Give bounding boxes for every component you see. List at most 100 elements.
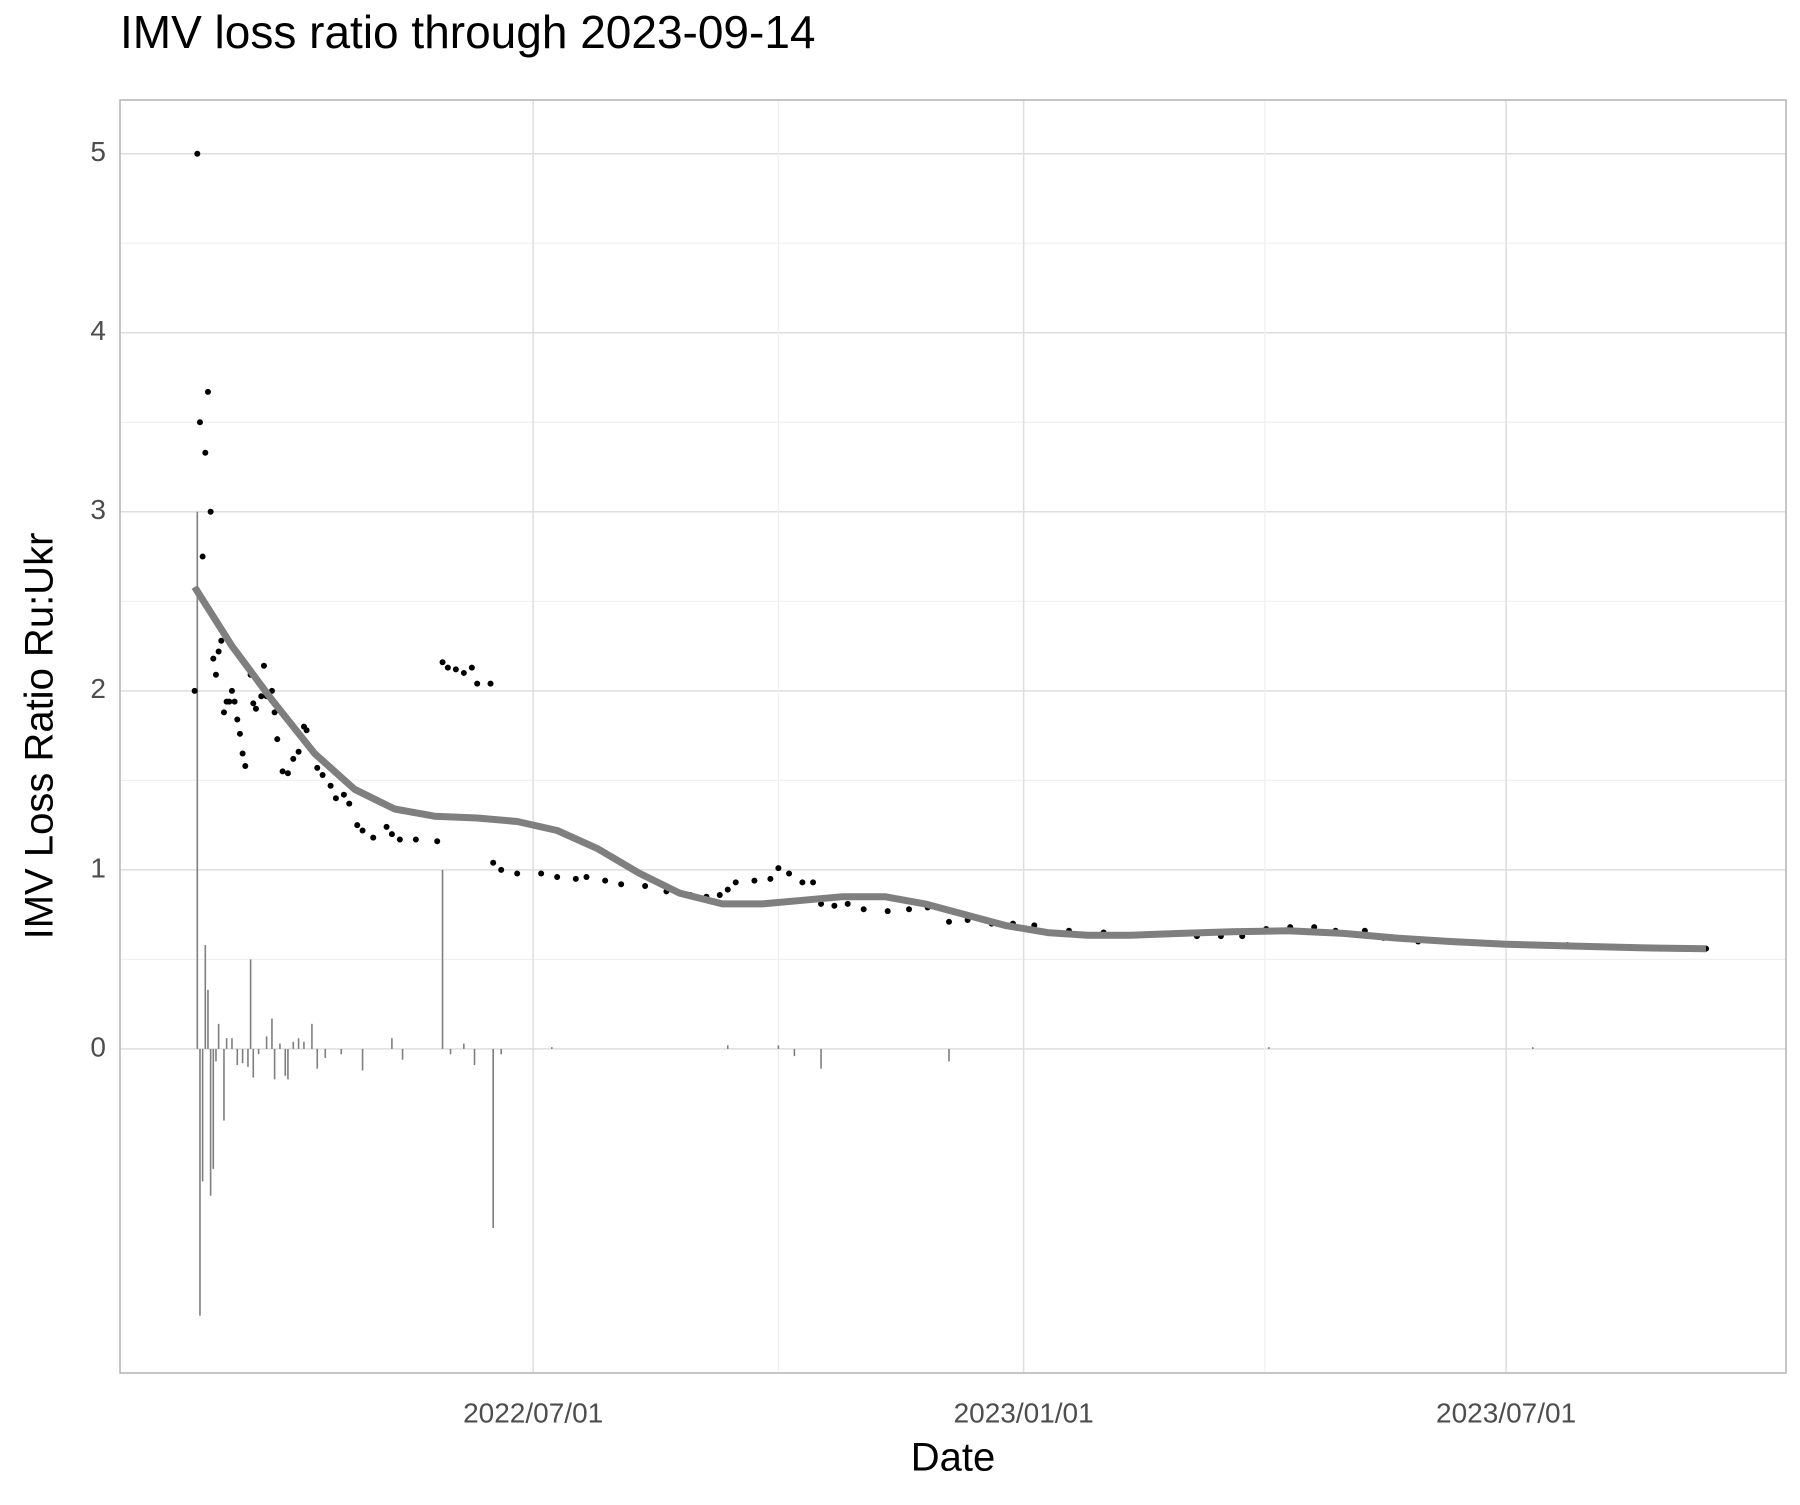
x-tick-label: 2023/07/01: [1436, 1397, 1576, 1428]
point: [260, 662, 267, 669]
point: [383, 823, 390, 830]
change-bar: [225, 1038, 228, 1049]
point: [474, 680, 481, 687]
point: [831, 902, 838, 909]
point: [290, 755, 297, 762]
point: [199, 553, 206, 560]
plot-area: [191, 150, 1710, 1316]
point: [258, 693, 265, 700]
point: [314, 764, 321, 771]
change-bar: [492, 1048, 494, 1228]
point: [210, 655, 217, 662]
point: [388, 831, 395, 838]
change-bar: [441, 869, 444, 1049]
change-bar: [292, 1041, 295, 1049]
point: [434, 838, 441, 845]
point: [231, 698, 238, 705]
point: [226, 698, 233, 705]
change-bar: [1268, 1047, 1270, 1049]
point: [228, 687, 235, 694]
change-bar: [361, 1048, 364, 1071]
change-bar: [551, 1047, 553, 1049]
x-tick-label: 2023/01/01: [954, 1397, 1094, 1428]
point: [538, 870, 545, 877]
point: [444, 664, 451, 671]
point: [799, 879, 806, 886]
point: [252, 705, 259, 712]
y-axis-label: IMV Loss Ratio Ru:Ukr: [18, 533, 62, 940]
point: [396, 836, 403, 843]
change-bar: [473, 1048, 476, 1066]
point: [490, 859, 497, 866]
point: [271, 709, 278, 716]
point: [498, 866, 505, 873]
point: [572, 875, 579, 882]
point: [412, 836, 419, 843]
axis-labels: 0 1 2 3 4 5 2022/07/01 2023/01/01 2023/07/01: [90, 136, 1576, 1428]
change-bar: [793, 1048, 796, 1057]
point: [860, 906, 867, 913]
point: [359, 827, 366, 834]
point: [370, 834, 377, 841]
point: [327, 782, 334, 789]
point: [818, 900, 825, 907]
point: [220, 709, 227, 716]
point: [716, 891, 723, 898]
change-bar: [199, 1048, 201, 1316]
point: [204, 388, 211, 395]
y-tick-label: 0: [90, 1031, 106, 1062]
change-bar: [287, 1048, 289, 1080]
change-bar: [231, 1038, 233, 1049]
change-bar: [463, 1043, 465, 1049]
point: [242, 763, 249, 770]
point: [514, 870, 521, 877]
x-tick-label: 2022/07/01: [463, 1397, 603, 1428]
change-bar: [303, 1041, 305, 1049]
point: [786, 870, 793, 877]
change-bar: [500, 1048, 502, 1055]
point: [196, 419, 203, 426]
panel-border: [119, 99, 1787, 1374]
point: [279, 768, 286, 775]
point: [487, 680, 494, 687]
change-bar: [726, 1045, 729, 1049]
point: [460, 669, 467, 676]
point: [810, 879, 817, 886]
grid: [120, 100, 1786, 1373]
point: [732, 879, 739, 886]
change-bar: [257, 1048, 260, 1055]
change-bar: [273, 1048, 276, 1080]
change-bar: [820, 1048, 822, 1069]
change-bar: [324, 1048, 327, 1058]
change-bar: [265, 1036, 268, 1049]
change-bar: [247, 1048, 249, 1067]
change-bar: [215, 1048, 217, 1062]
point: [724, 886, 731, 893]
change-bar: [249, 959, 252, 1049]
point: [775, 865, 782, 872]
point: [642, 883, 649, 890]
point: [884, 908, 891, 915]
point: [354, 822, 361, 829]
point: [218, 637, 225, 644]
point: [234, 716, 241, 723]
change-bar: [284, 1048, 287, 1076]
point: [239, 750, 246, 757]
y-tick-label: 5: [90, 136, 106, 167]
point: [618, 881, 625, 888]
point: [906, 906, 913, 913]
point: [274, 736, 281, 743]
change-bar: [236, 1048, 239, 1066]
change-bar: [204, 945, 207, 1049]
point: [215, 648, 222, 655]
change-bar: [449, 1048, 452, 1055]
point: [767, 875, 774, 882]
point: [468, 664, 475, 671]
chart-title: IMV loss ratio through 2023-09-14: [120, 6, 816, 58]
change-bar: [223, 1048, 225, 1121]
point: [583, 874, 590, 881]
point: [202, 449, 209, 456]
change-bar: [201, 1048, 204, 1182]
